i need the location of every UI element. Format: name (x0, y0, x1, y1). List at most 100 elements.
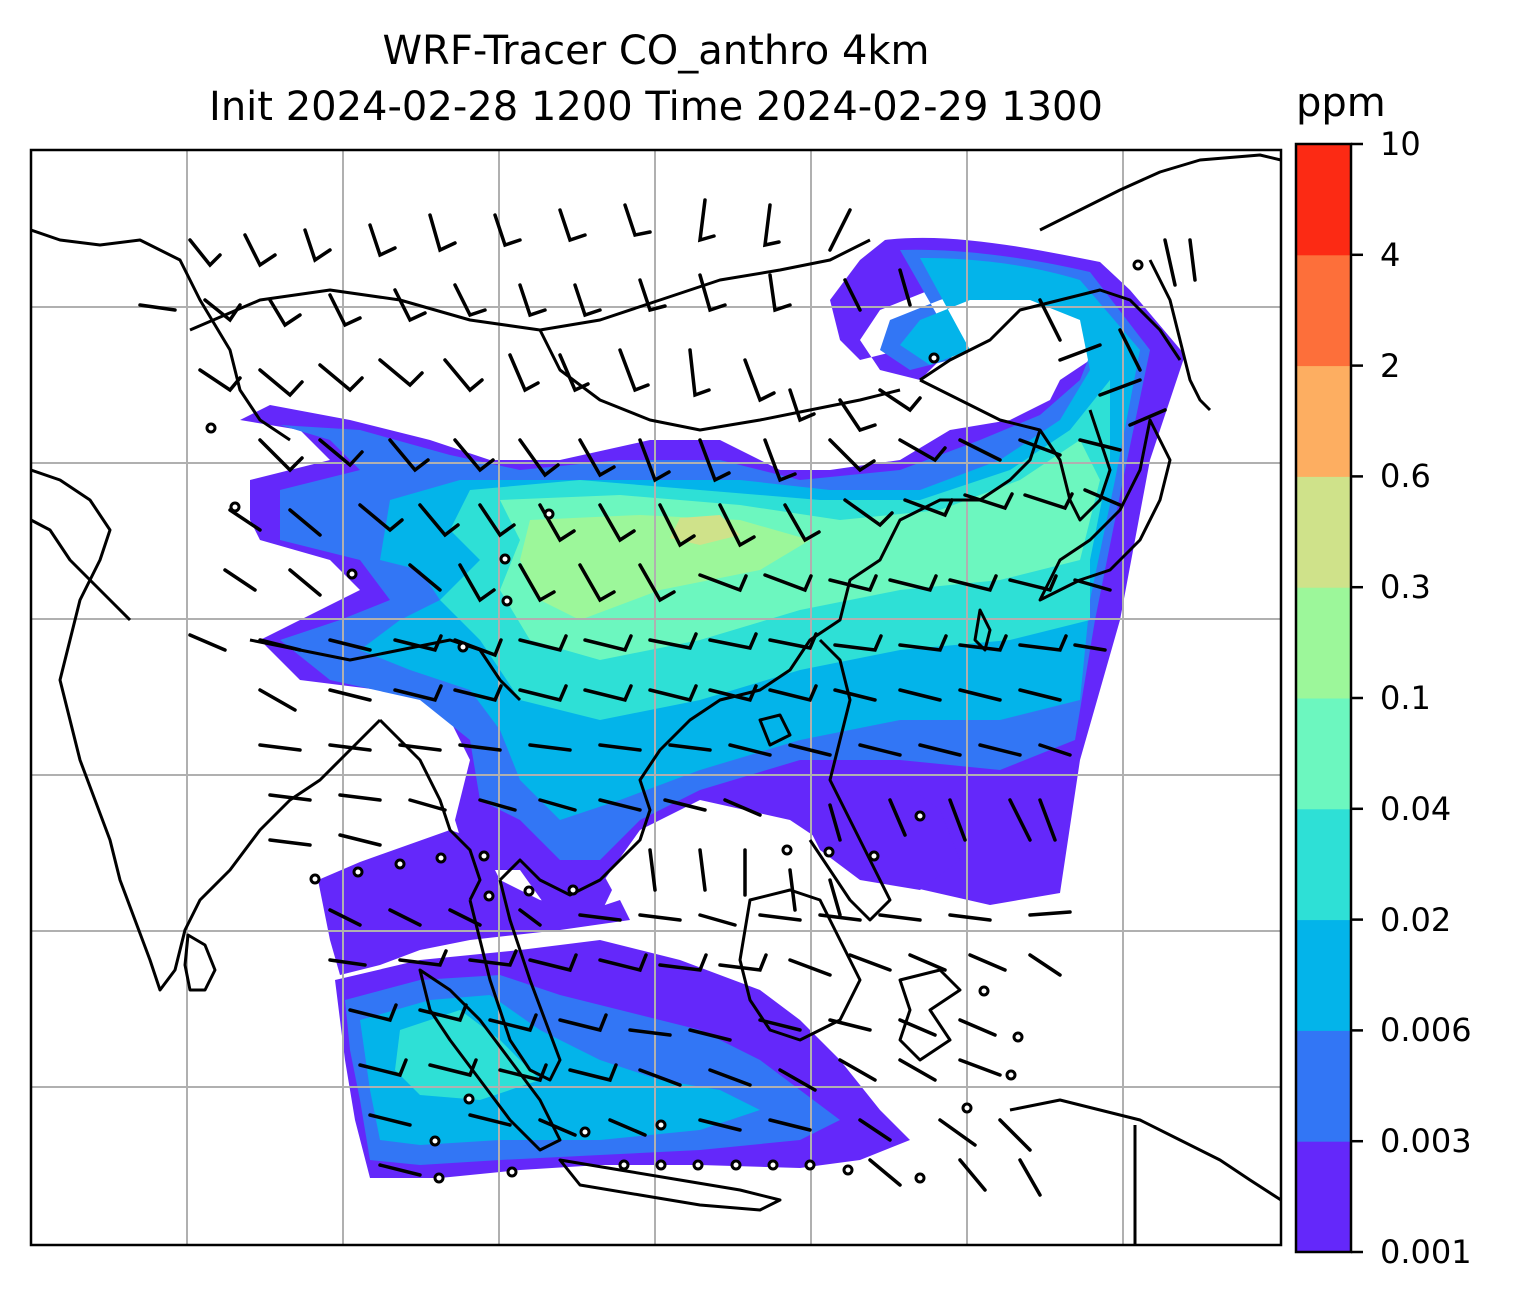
colorbar-tick-label: 0.3 (1380, 568, 1431, 607)
wind-barb (638, 563, 676, 603)
wind-barb (393, 288, 427, 323)
chart-title-line1: WRF-Tracer CO_anthro 4km (382, 28, 930, 74)
colorbar-segment (1296, 808, 1351, 921)
coast-india (31, 468, 382, 992)
wind-barb (658, 503, 696, 548)
wind-barb (948, 574, 998, 593)
wind-barb (688, 348, 711, 398)
coast-newguinea (1009, 1098, 1281, 1202)
wind-barb (658, 953, 708, 972)
colorbar (1296, 144, 1351, 1253)
wind-barb (1038, 798, 1057, 842)
colorbar-tick-label: 0.6 (1380, 457, 1431, 496)
wind-barb (138, 303, 177, 312)
wind-barb (1018, 438, 1062, 457)
wind-barb (528, 953, 578, 973)
calm-circle (478, 850, 490, 862)
wind-barb (393, 634, 443, 653)
calm-circle (914, 1172, 926, 1184)
calm-circle (823, 846, 835, 858)
wind-barb (398, 949, 448, 967)
colorbar-tick-label: 0.006 (1380, 1011, 1472, 1050)
wind-barb (768, 632, 818, 650)
wind-barb (518, 283, 547, 318)
wind-barb (998, 1118, 1032, 1152)
wind-barb (723, 798, 762, 817)
wind-barb (688, 1028, 732, 1042)
wind-barb (408, 563, 442, 592)
wind-barb (783, 503, 821, 543)
wind-barb (968, 953, 1007, 972)
wind-barb (258, 368, 304, 398)
wind-barb (268, 838, 312, 847)
wind-barb (468, 949, 518, 967)
wind-barb (583, 634, 633, 653)
wind-barb (708, 632, 758, 650)
calm-circle (655, 1119, 667, 1131)
wind-barb (958, 1158, 987, 1192)
calm-circle (579, 1126, 591, 1138)
wind-barb (648, 684, 698, 703)
wind-barb (598, 953, 648, 973)
wind-barb (878, 388, 922, 413)
wind-barb (478, 503, 516, 538)
wind-barb (888, 798, 907, 837)
wind-barb (828, 878, 842, 917)
wind-barb (898, 1018, 937, 1037)
wind-barb (828, 208, 852, 252)
calm-circle (394, 858, 406, 870)
wind-barb (328, 908, 362, 927)
wind-barb (338, 793, 382, 802)
wind-barb (223, 568, 257, 592)
wind-barb (268, 298, 302, 328)
wind-barb (698, 848, 707, 892)
wind-barb (743, 358, 776, 403)
wind-barb (868, 1158, 902, 1187)
wind-barb (828, 803, 842, 842)
coast-sakhalin (1148, 259, 1212, 412)
wind-barb (198, 368, 242, 393)
wind-barb (518, 563, 556, 603)
wind-barb (428, 213, 457, 253)
wind-barb (498, 1063, 548, 1083)
calm-circle (914, 810, 926, 822)
wind-barb (453, 638, 503, 658)
wind-barb (1073, 643, 1107, 652)
wind-barb (358, 1058, 408, 1078)
wind-barb (258, 638, 302, 652)
wind-barb (903, 498, 954, 518)
calm-circle (457, 641, 469, 653)
wind-barb (828, 574, 878, 593)
colorbar-tick-label: 0.04 (1380, 789, 1452, 828)
wind-barb (378, 1163, 422, 1177)
wind-barb (858, 1118, 892, 1142)
calm-circle (961, 1102, 973, 1114)
wind-barb (843, 278, 862, 312)
colorbar-ticks (1351, 142, 1363, 1254)
wind-barb (938, 1118, 977, 1147)
calm-circle (928, 352, 940, 364)
colorbar-segment (1296, 698, 1351, 810)
tracer-plume-peak (670, 515, 740, 545)
wind-barb (958, 634, 1008, 652)
wind-barb (258, 688, 297, 712)
calm-markers (205, 259, 1144, 1184)
calm-circle (435, 852, 447, 864)
calm-circle (730, 1159, 742, 1171)
calm-circle (429, 1135, 441, 1147)
wind-barb (878, 913, 922, 922)
wind-barb (1028, 910, 1072, 917)
wind-barb (698, 273, 727, 313)
coast-russia (1039, 153, 1281, 232)
wind-barb (1083, 488, 1122, 507)
wind-barb (978, 743, 1022, 757)
wind-barb (768, 684, 818, 703)
wind-barb (788, 388, 816, 423)
wind-barb (558, 208, 587, 243)
wind-barb (788, 868, 797, 912)
wind-barb (768, 273, 792, 313)
wind-barb (1188, 238, 1197, 282)
coast-indochina (498, 378, 1042, 897)
colorbar-unit-label: ppm (1296, 80, 1386, 126)
calm-circle (352, 866, 364, 878)
